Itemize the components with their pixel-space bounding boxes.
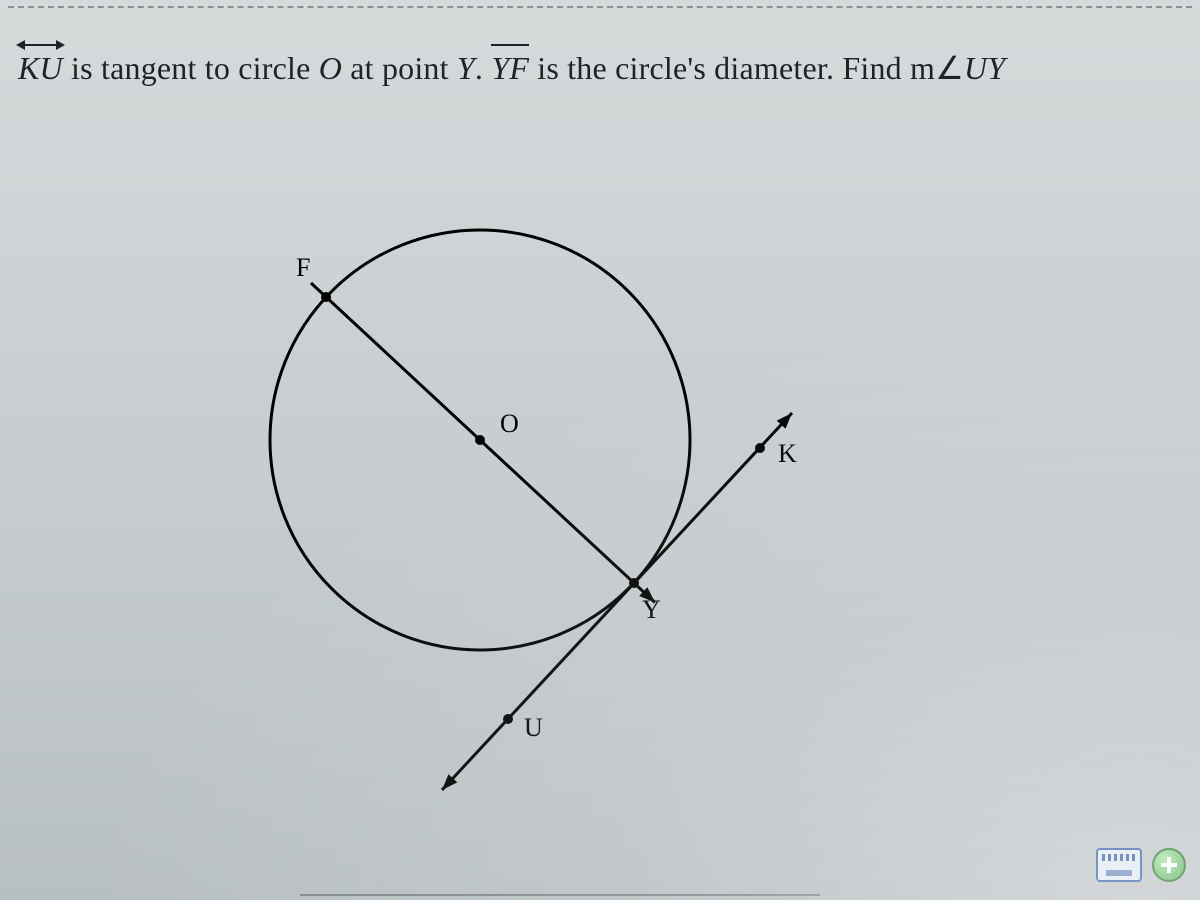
tangent-point: Y [457,50,475,86]
top-dashed-border [8,6,1192,8]
svg-text:K: K [778,439,797,468]
segment-yf-symbol: YF [491,40,529,87]
angle-text: UY [964,50,1005,86]
overline-arrow-left-icon [16,40,25,50]
circle-name: O [319,50,342,86]
text-3: is the circle's diameter. Find m [529,50,935,86]
text-1: is tangent to circle [63,50,319,86]
svg-text:F: F [296,253,310,282]
add-plus-icon[interactable] [1152,848,1186,882]
overline-arrow-right-icon [56,40,65,50]
figure-container: O F Y U K [180,170,860,810]
segment-yf-text: YF [491,50,529,86]
screenshot-root: KU is tangent to circle O at point Y. YF… [0,0,1200,900]
line-ku-symbol: KU [18,40,63,87]
geometry-figure: O F Y U K [180,170,860,810]
text-2: at point [342,50,457,86]
bottom-right-icons [1096,848,1186,882]
angle-symbol-icon: ∠ [935,50,964,86]
overline-bar [491,44,529,46]
text-period: . [475,50,491,86]
problem-statement: KU is tangent to circle O at point Y. YF… [18,40,1192,87]
svg-text:O: O [500,409,519,438]
svg-text:U: U [524,713,543,742]
line-ku-text: KU [18,50,63,86]
svg-text:Y: Y [642,595,661,624]
keyboard-icon[interactable] [1096,848,1142,882]
bottom-edge-line [300,894,820,896]
